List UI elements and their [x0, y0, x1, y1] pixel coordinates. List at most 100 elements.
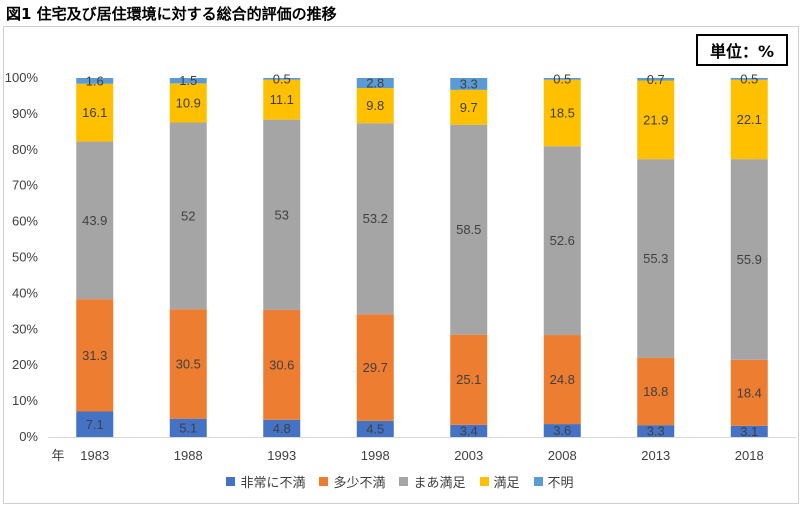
bar-segment [730, 159, 768, 360]
data-label: 52.6 [550, 233, 575, 248]
bar-segment [543, 335, 581, 425]
x-axis-unit-label: 年 [51, 449, 64, 464]
data-label: 16.1 [82, 105, 107, 120]
data-label: 0.5 [553, 71, 571, 86]
legend-label: 満足 [493, 476, 520, 491]
x-tick-label: 2018 [735, 448, 764, 463]
y-tick-label: 30% [12, 321, 38, 336]
y-tick-label: 90% [12, 106, 38, 121]
data-label: 52 [181, 208, 195, 223]
bar-segment [76, 141, 114, 300]
bar-segment [730, 78, 768, 80]
bar-segment [356, 314, 394, 421]
data-label: 18.4 [737, 385, 762, 400]
bar-segment [543, 78, 581, 80]
bar-segment [450, 89, 488, 125]
data-label: 4.8 [273, 421, 291, 436]
bar-segment [450, 424, 488, 437]
data-label: 21.9 [643, 112, 668, 127]
x-tick-label: 2008 [548, 448, 577, 463]
x-tick-label: 1998 [361, 448, 390, 463]
bar-segment [450, 334, 488, 425]
y-tick-label: 10% [12, 393, 38, 408]
legend-swatch [319, 477, 329, 486]
bar-segment [543, 79, 581, 147]
bar-segment [356, 88, 394, 124]
bar-segment [76, 411, 114, 437]
legend-label: 非常に不満 [240, 476, 306, 491]
data-label: 10.9 [176, 95, 201, 110]
bar-segment [637, 78, 675, 81]
legend-swatch [399, 477, 409, 486]
data-label: 55.3 [643, 251, 668, 266]
y-tick-label: 60% [12, 214, 38, 229]
data-label: 5.1 [179, 420, 197, 435]
bar-segment [356, 78, 394, 89]
x-tick-label: 2003 [454, 448, 483, 463]
bar-segment [169, 122, 207, 310]
data-label: 9.8 [366, 98, 384, 113]
y-tick-label: 70% [12, 178, 38, 193]
y-tick-label: 0% [19, 429, 38, 444]
x-tick-label: 1983 [80, 448, 109, 463]
bar-segment [637, 425, 675, 437]
data-label: 2.8 [366, 76, 384, 91]
data-label: 7.1 [86, 417, 104, 432]
bar-segment [450, 78, 488, 90]
data-label: 22.1 [737, 112, 762, 127]
data-label: 30.6 [269, 357, 294, 372]
data-label: 53 [275, 207, 289, 222]
legend-item: 多少不満 [319, 472, 385, 491]
legend-label: 不明 [547, 476, 574, 491]
bar-segment [543, 424, 581, 437]
bar-segment [169, 83, 207, 123]
data-label: 3.4 [460, 423, 478, 438]
bar-segment [730, 425, 768, 437]
stacked-bar-chart: 0% 10% 20% 30% 40% 50% 60% 70% 80% 90% 100% 年 7.1 31.… [5, 70, 796, 464]
bar-segment [169, 309, 207, 419]
data-label: 1.5 [179, 73, 197, 88]
data-label: 3.3 [647, 424, 665, 439]
data-label: 55.9 [737, 252, 762, 267]
chart-frame [3, 26, 799, 504]
x-tick-label: 2013 [641, 448, 670, 463]
data-label: 58.5 [456, 222, 481, 237]
data-label: 3.1 [740, 424, 758, 439]
data-label: 3.3 [460, 76, 478, 91]
bar-segment [637, 159, 675, 358]
unit-label-box: 単位：% [696, 34, 788, 66]
legend-item: 非常に不満 [226, 472, 305, 491]
bar-segment [637, 357, 675, 426]
bar-segment [263, 309, 301, 420]
data-label: 25.1 [456, 372, 481, 387]
bar-segment [356, 123, 394, 315]
y-tick-label: 50% [12, 250, 38, 265]
bar-segment [169, 418, 207, 437]
chart-legend: 非常に不満 多少不満 まあ満足 満足 不明 [0, 472, 800, 491]
bar-segment [263, 78, 301, 80]
bar-segment [263, 119, 301, 310]
bar-segment [543, 146, 581, 336]
bar-segment [263, 419, 301, 437]
legend-label: まあ満足 [413, 476, 466, 491]
data-label: 18.8 [643, 384, 668, 399]
legend-label: 多少不満 [333, 476, 386, 491]
y-tick-label: 40% [12, 285, 38, 300]
bar-segment [637, 80, 675, 160]
bar-segment [76, 299, 114, 412]
data-label: 29.7 [363, 360, 388, 375]
legend-swatch [533, 477, 543, 486]
data-label: 0.7 [647, 72, 665, 87]
x-tick-label: 1993 [267, 448, 296, 463]
data-label: 53.2 [363, 211, 388, 226]
data-label: 1.6 [86, 73, 104, 88]
data-label: 4.5 [366, 421, 384, 436]
data-label: 3.6 [553, 423, 571, 438]
y-tick-label: 20% [12, 357, 38, 372]
data-label: 31.3 [82, 348, 107, 363]
data-label: 0.5 [740, 71, 758, 86]
bar-segment [450, 124, 488, 335]
data-label: 30.5 [176, 356, 201, 371]
legend-item: まあ満足 [399, 472, 466, 491]
data-label: 11.1 [270, 92, 294, 107]
